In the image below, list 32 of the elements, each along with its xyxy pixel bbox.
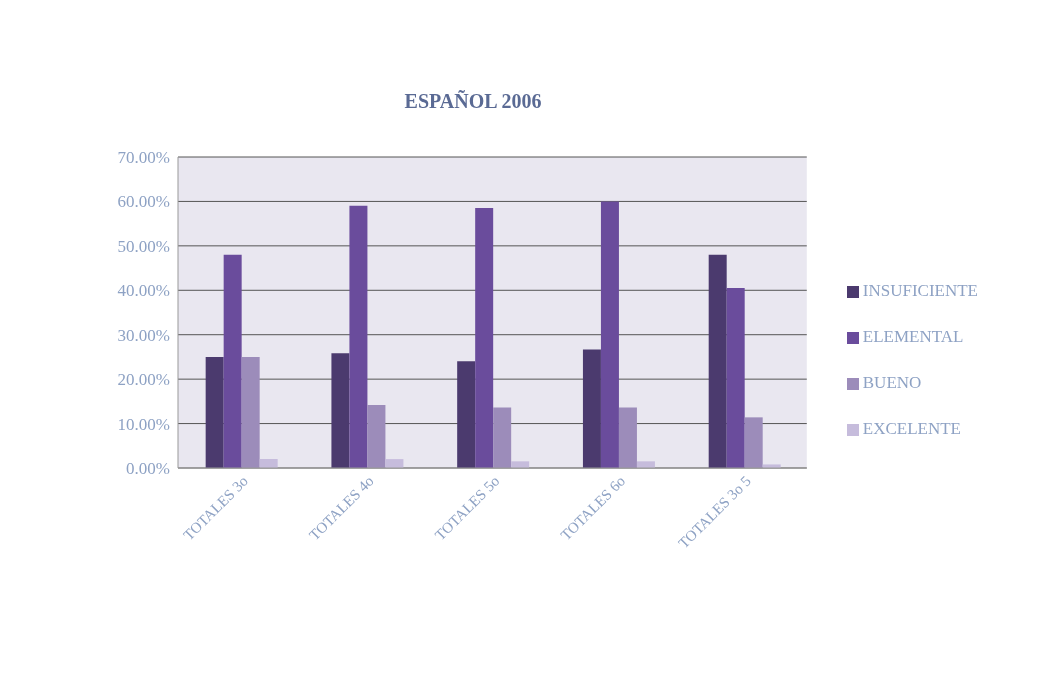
y-tick-label: 10.00% <box>117 414 170 434</box>
legend-label: BUENO <box>862 373 922 392</box>
bar <box>493 407 512 468</box>
bar <box>241 356 260 468</box>
y-tick-label: 0.00% <box>126 459 170 479</box>
legend-label: INSUFICIENTE <box>862 281 978 300</box>
bar <box>636 461 655 468</box>
chart-title: ESPAÑOL 2006 <box>403 90 543 113</box>
bar <box>726 288 745 468</box>
bar <box>618 407 637 468</box>
bar <box>385 459 404 468</box>
y-tick-label: 70.00% <box>117 148 170 168</box>
bar <box>349 205 368 468</box>
y-tick-label: 20.00% <box>117 370 170 390</box>
bar <box>223 254 242 468</box>
bar <box>708 254 727 468</box>
bar <box>744 417 763 468</box>
bar <box>331 353 350 468</box>
y-tick-label: 30.00% <box>117 325 170 345</box>
y-tick-label: 60.00% <box>117 192 170 212</box>
legend-label: ELEMENTAL <box>862 327 964 346</box>
bar <box>259 459 278 468</box>
bar <box>475 208 494 468</box>
bar <box>205 356 224 468</box>
bar <box>600 201 619 468</box>
bar <box>367 404 386 468</box>
bar <box>511 461 530 468</box>
y-tick-label: 50.00% <box>117 236 170 256</box>
bar <box>582 349 601 468</box>
legend-label: EXCELENTE <box>862 419 961 438</box>
bar <box>457 361 476 468</box>
y-tick-label: 40.00% <box>117 281 170 301</box>
